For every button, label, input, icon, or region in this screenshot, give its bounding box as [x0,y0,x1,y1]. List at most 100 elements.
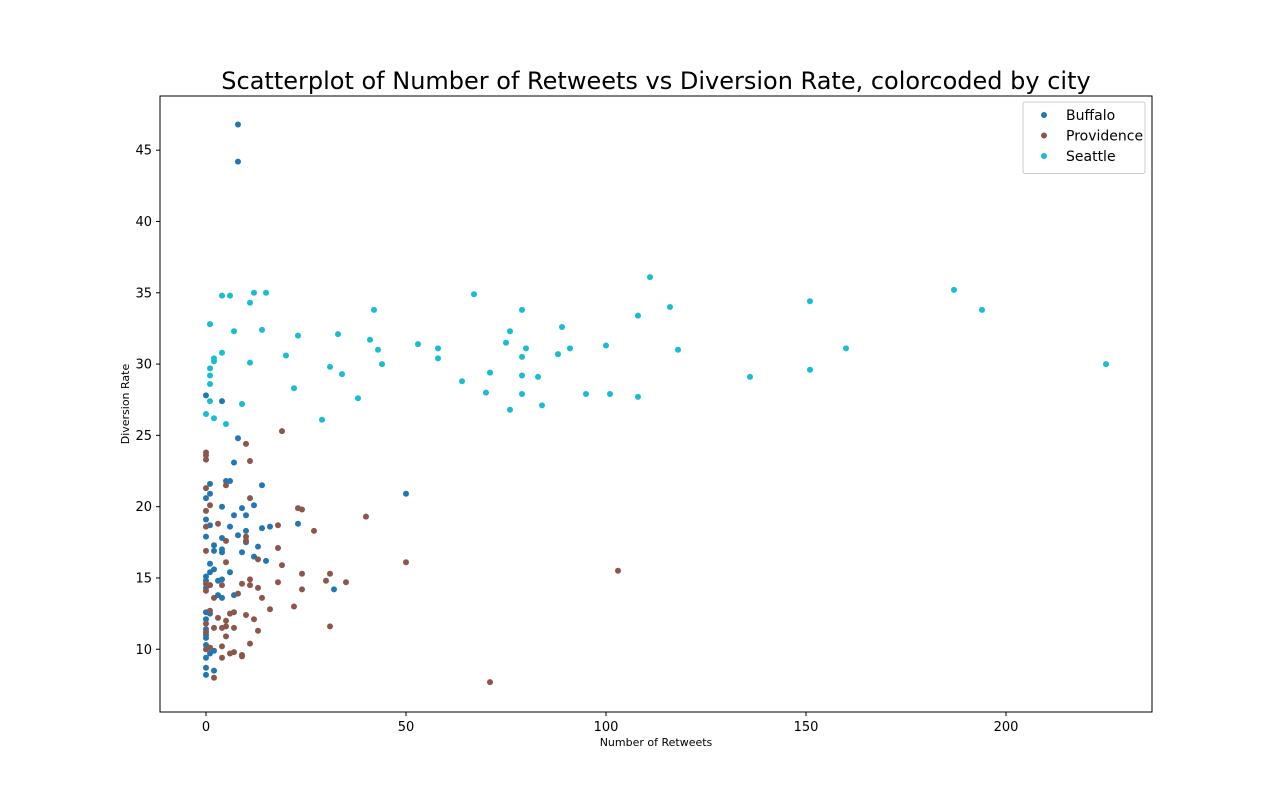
data-point [343,579,349,586]
data-point [539,402,545,409]
data-point [203,392,209,399]
data-point [207,607,213,614]
data-point [299,586,305,593]
data-point [211,594,217,601]
data-point [247,495,253,502]
y-tick-label: 30 [135,358,152,373]
x-tick-label: 100 [594,720,619,735]
data-point [203,485,209,492]
data-point [247,576,253,583]
data-point [223,633,229,640]
data-point [567,345,573,352]
y-tick-label: 40 [135,215,152,230]
data-point [203,456,209,463]
data-point [371,306,377,313]
data-point [291,603,297,610]
data-point [211,415,217,422]
data-point [215,614,221,621]
data-point [535,373,541,380]
data-point [219,349,225,356]
data-point [519,372,525,379]
data-point [231,512,237,519]
series-providence [203,428,621,686]
data-point [203,629,209,636]
x-axis: 0 50 100 150 200 [202,712,1019,735]
data-point [435,355,441,362]
data-point [255,584,261,591]
data-point [471,291,477,298]
data-point [259,525,265,532]
data-point [203,573,209,580]
data-point [227,478,233,484]
legend-marker [1041,112,1047,118]
data-point [267,523,273,530]
data-point [507,406,513,413]
data-point [1103,361,1109,368]
x-tick-label: 200 [994,720,1019,735]
data-point [207,502,213,509]
data-point [603,342,609,349]
data-point [259,326,265,333]
legend-label: Providence [1066,129,1143,145]
data-point [247,359,253,366]
data-point [207,372,213,379]
data-point [255,556,261,563]
x-axis-label: Number of Retweets [600,736,713,749]
data-point [251,289,257,296]
data-point [635,312,641,319]
y-axis-label: Diversion Rate [119,364,132,445]
data-point [291,385,297,392]
data-point [203,664,209,671]
data-point [483,389,489,396]
data-point [211,667,217,674]
data-point [219,398,225,405]
legend-marker [1041,153,1047,159]
data-point [559,324,565,330]
data-point [203,523,209,530]
data-point [231,624,237,631]
data-point [355,395,361,402]
data-point [279,428,285,435]
data-point [203,587,209,594]
data-point [263,289,269,296]
data-point [615,567,621,574]
x-tick-label: 150 [794,720,819,735]
data-point [667,304,673,310]
points-layer [203,121,1109,686]
x-tick-label: 50 [398,720,415,735]
data-point [487,369,493,376]
data-point [223,421,229,427]
data-point [203,616,209,623]
data-point [211,358,217,365]
data-point [207,569,213,576]
data-point [275,579,281,586]
data-point [223,623,229,630]
data-point [327,570,333,577]
data-point [283,352,289,359]
data-point [503,339,509,346]
legend-label: Seattle [1066,149,1116,165]
data-point [487,679,493,686]
y-tick-label: 15 [135,571,152,586]
data-point [647,274,653,281]
data-point [327,623,333,630]
data-point [331,586,337,593]
data-point [379,361,385,368]
data-point [227,569,233,576]
data-point [235,435,241,442]
data-point [263,557,269,564]
data-point [227,292,233,299]
data-point [555,351,561,358]
data-point [207,582,213,589]
data-point [227,523,233,530]
y-tick-label: 45 [135,144,152,159]
legend-marker [1041,132,1047,139]
data-point [223,559,229,566]
data-point [299,570,305,577]
data-point [519,353,525,360]
data-point [239,401,245,407]
data-point [243,537,249,544]
data-point [403,490,409,497]
data-point [435,345,441,352]
data-point [239,549,245,556]
